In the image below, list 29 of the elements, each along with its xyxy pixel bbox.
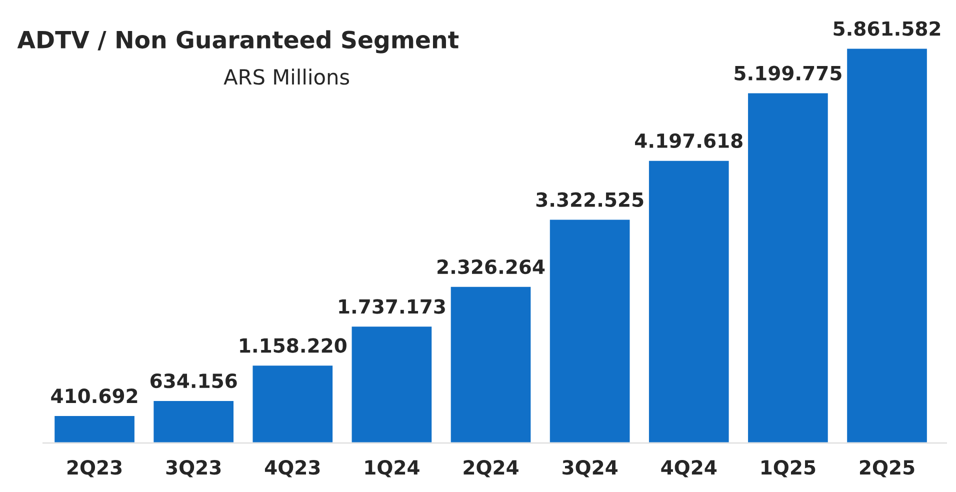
bar: [648, 159, 730, 443]
x-tick-label: 2Q25: [860, 460, 914, 478]
x-tick-label: 2Q23: [68, 460, 122, 478]
bar: [53, 414, 136, 443]
data-label: 5.861.582: [834, 21, 940, 36]
data-label: 3.322.525: [536, 192, 644, 207]
x-tick-label: 1Q24: [365, 460, 420, 478]
x-tick-label: 3Q24: [562, 460, 618, 478]
bar: [746, 92, 830, 443]
x-tick-label: 3Q23: [166, 460, 221, 478]
bar: [846, 48, 928, 443]
data-label: 1.158.220: [240, 338, 346, 353]
bar: [548, 218, 632, 443]
data-label: 5.199.775: [734, 66, 842, 80]
data-label: 634.156: [150, 373, 237, 388]
bar: [449, 286, 532, 443]
data-label: 4.197.618: [635, 133, 742, 148]
bar: [251, 364, 334, 443]
bar: [152, 400, 235, 443]
x-tick-label: 1Q25: [762, 460, 816, 478]
data-label: 2.326.264: [438, 259, 545, 274]
x-tick-label: 4Q23: [264, 460, 320, 478]
x-tick-label: 2Q24: [464, 460, 518, 478]
data-label: 1.737.173: [339, 299, 445, 314]
data-label: 410.692: [51, 388, 138, 404]
bar: [350, 325, 434, 443]
chart-title: ADTV / Non Guaranteed Segment: [17, 30, 459, 54]
x-tick-label: 4Q24: [661, 460, 717, 478]
text: ARS Millions: [224, 68, 350, 85]
